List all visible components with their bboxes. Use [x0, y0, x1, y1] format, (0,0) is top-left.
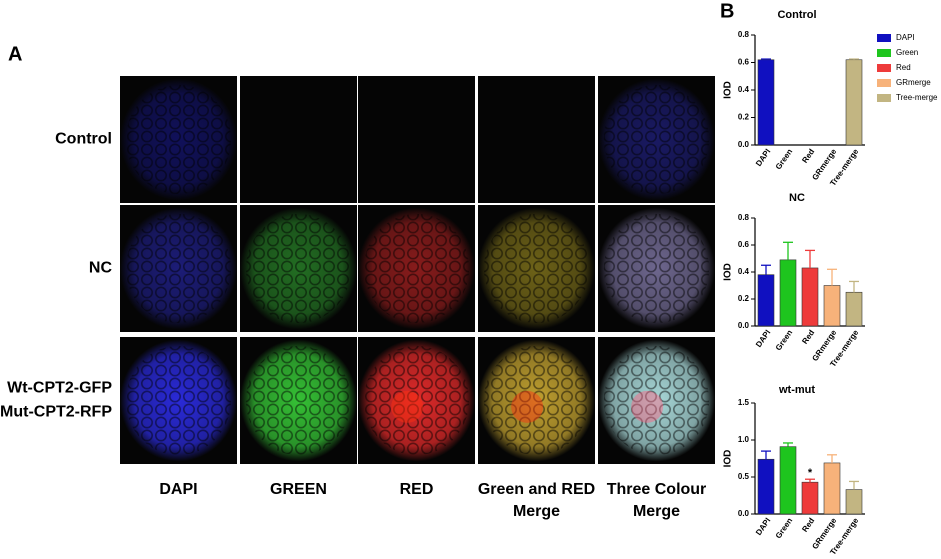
legend-swatch — [877, 49, 891, 57]
y-tick-label: 0.0 — [738, 509, 750, 518]
legend-swatch — [877, 64, 891, 72]
panel-label: B — [720, 0, 734, 22]
hotspot — [631, 390, 664, 423]
x-tick-label: Green — [774, 516, 795, 540]
x-tick-label: Red — [800, 516, 816, 534]
hotspot — [511, 390, 544, 423]
bar — [823, 462, 841, 515]
legend-label: Green — [896, 48, 918, 57]
y-tick-label: 0.2 — [738, 294, 750, 303]
legend-label: GRmerge — [896, 78, 931, 87]
cell-texture — [125, 213, 232, 324]
legend-swatch — [877, 34, 891, 42]
y-tick-label: 0.0 — [738, 321, 750, 330]
column-label: RED — [400, 481, 434, 498]
bar — [845, 489, 863, 515]
bar — [801, 481, 819, 515]
bar — [757, 274, 775, 327]
x-tick-label: Green — [774, 147, 795, 171]
bar — [823, 285, 841, 327]
y-axis-label: IOD — [723, 450, 734, 468]
chart-title: Control — [777, 9, 816, 21]
y-tick-label: 0.8 — [738, 30, 750, 39]
x-tick-label: DAPI — [754, 328, 772, 349]
cell-texture — [603, 345, 710, 456]
bar — [757, 59, 775, 146]
y-tick-label: 0.6 — [738, 240, 750, 249]
y-tick-label: 0.2 — [738, 113, 750, 122]
row-label: Wt-CPT2-GFP — [7, 380, 112, 397]
y-tick-label: 0.4 — [738, 267, 750, 276]
microscopy-image — [240, 76, 357, 203]
cell-texture — [363, 345, 470, 456]
column-label: DAPI — [159, 481, 197, 498]
cell-texture — [483, 213, 590, 324]
y-tick-label: 0.6 — [738, 58, 750, 67]
column-label: Green and RED — [478, 481, 595, 498]
column-label: GREEN — [270, 481, 327, 498]
bar — [779, 259, 797, 327]
cell-texture — [125, 84, 232, 195]
row-label: Control — [55, 131, 112, 148]
panel-label: A — [8, 43, 22, 65]
legend-swatch — [877, 79, 891, 87]
x-tick-label: Red — [800, 328, 816, 346]
bar — [779, 446, 797, 515]
bar — [757, 458, 775, 515]
column-label: Merge — [633, 503, 680, 520]
y-tick-label: 1.5 — [738, 398, 750, 407]
chart-title: NC — [789, 192, 805, 204]
legend-label: DAPI — [896, 33, 915, 42]
y-axis-label: IOD — [723, 263, 734, 281]
legend-label: Tree-merge — [896, 93, 938, 102]
y-tick-label: 0.4 — [738, 85, 750, 94]
microscopy-image — [478, 76, 595, 203]
x-tick-label: DAPI — [754, 516, 772, 537]
column-label: Three Colour — [607, 481, 707, 498]
cell-texture — [603, 84, 710, 195]
cell-texture — [363, 213, 470, 324]
legend-swatch — [877, 94, 891, 102]
y-tick-label: 0.5 — [738, 472, 750, 481]
bar — [801, 267, 819, 327]
hotspot — [391, 390, 424, 423]
microscopy-image — [358, 76, 475, 203]
y-axis-label: IOD — [723, 81, 734, 99]
chart-title: wt-mut — [778, 384, 815, 396]
cell-texture — [245, 345, 352, 456]
cell-texture — [603, 213, 710, 324]
column-label: Merge — [513, 503, 560, 520]
y-tick-label: 0.8 — [738, 213, 750, 222]
y-tick-label: 0.0 — [738, 140, 750, 149]
y-tick-label: 1.0 — [738, 435, 750, 444]
x-tick-label: Red — [800, 147, 816, 165]
cell-texture — [245, 213, 352, 324]
annotation: * — [808, 467, 813, 479]
bar — [845, 291, 863, 327]
cell-texture — [125, 345, 232, 456]
bar — [845, 59, 863, 146]
legend-label: Red — [896, 63, 911, 72]
row-label: Mut-CPT2-RFP — [0, 404, 112, 421]
row-label: NC — [89, 260, 113, 277]
x-tick-label: Green — [774, 328, 795, 352]
x-tick-label: DAPI — [754, 147, 772, 168]
cell-texture — [483, 345, 590, 456]
